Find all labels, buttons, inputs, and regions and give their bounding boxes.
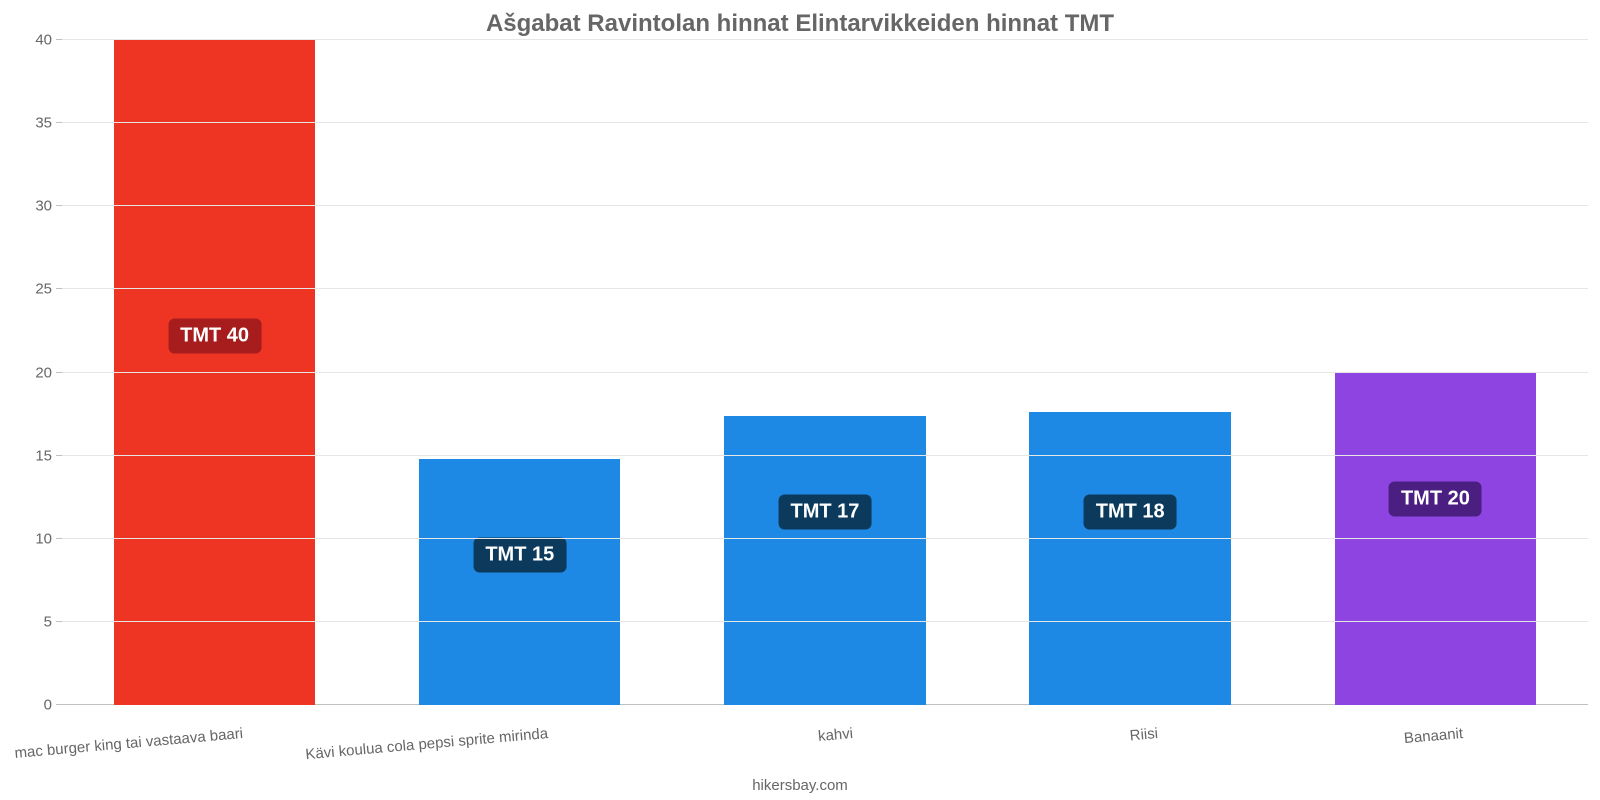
bar	[724, 416, 925, 705]
x-axis-label: Kävi koulua cola pepsi sprite mirinda	[520, 725, 763, 743]
bar-slot: TMT 18	[978, 40, 1283, 705]
bars-container: TMT 40 TMT 15 TMT 17 TMT 18 TMT 20	[62, 40, 1588, 705]
gridline	[62, 39, 1588, 40]
bar-slot: TMT 15	[367, 40, 672, 705]
x-axis-label-text: Banaanit	[1404, 725, 1464, 747]
ytick-label: 40	[35, 32, 62, 49]
ytick-label: 5	[44, 613, 62, 630]
bar-value-label: TMT 20	[1389, 481, 1482, 516]
gridline	[62, 288, 1588, 289]
ytick-label: 10	[35, 530, 62, 547]
chart-credit: hikersbay.com	[0, 777, 1600, 794]
gridline	[62, 455, 1588, 456]
ytick-label: 15	[35, 447, 62, 464]
bar-slot: TMT 40	[62, 40, 367, 705]
gridline	[62, 205, 1588, 206]
x-axis-label-text: kahvi	[817, 725, 853, 745]
x-axis-label: Riisi	[1130, 725, 1158, 743]
bar-value-label: TMT 17	[779, 495, 872, 530]
bar-value-label: TMT 40	[168, 318, 261, 353]
bar	[419, 459, 620, 705]
ytick-label: 20	[35, 364, 62, 381]
gridline	[62, 538, 1588, 539]
plot-area: TMT 40TMT 15TMT 17TMT 18TMT 20 051015202…	[62, 40, 1588, 705]
bar	[1029, 412, 1230, 705]
ytick-label: 0	[44, 697, 62, 714]
bar-value-label: TMT 15	[473, 538, 566, 573]
bar-value-label: TMT 18	[1084, 495, 1177, 530]
x-axis-label: kahvi	[825, 725, 860, 743]
gridline	[62, 122, 1588, 123]
bar	[1335, 373, 1536, 706]
ytick-label: 30	[35, 198, 62, 215]
chart-plot-area: TMT 40TMT 15TMT 17TMT 18TMT 20 051015202…	[62, 40, 1588, 705]
x-axis-label: Banaanit	[1435, 725, 1494, 743]
chart-title: Ašgabat Ravintolan hinnat Elintarvikkeid…	[0, 0, 1600, 38]
bar	[114, 40, 315, 705]
x-axis-label-text: mac burger king tai vastaava baari	[13, 725, 243, 762]
x-axis-label-text: Riisi	[1129, 725, 1159, 744]
ytick-label: 25	[35, 281, 62, 298]
gridline	[62, 621, 1588, 622]
bar-slot: TMT 17	[672, 40, 977, 705]
ytick-label: 35	[35, 115, 62, 132]
bar-slot: TMT 20	[1283, 40, 1588, 705]
gridline	[62, 372, 1588, 373]
